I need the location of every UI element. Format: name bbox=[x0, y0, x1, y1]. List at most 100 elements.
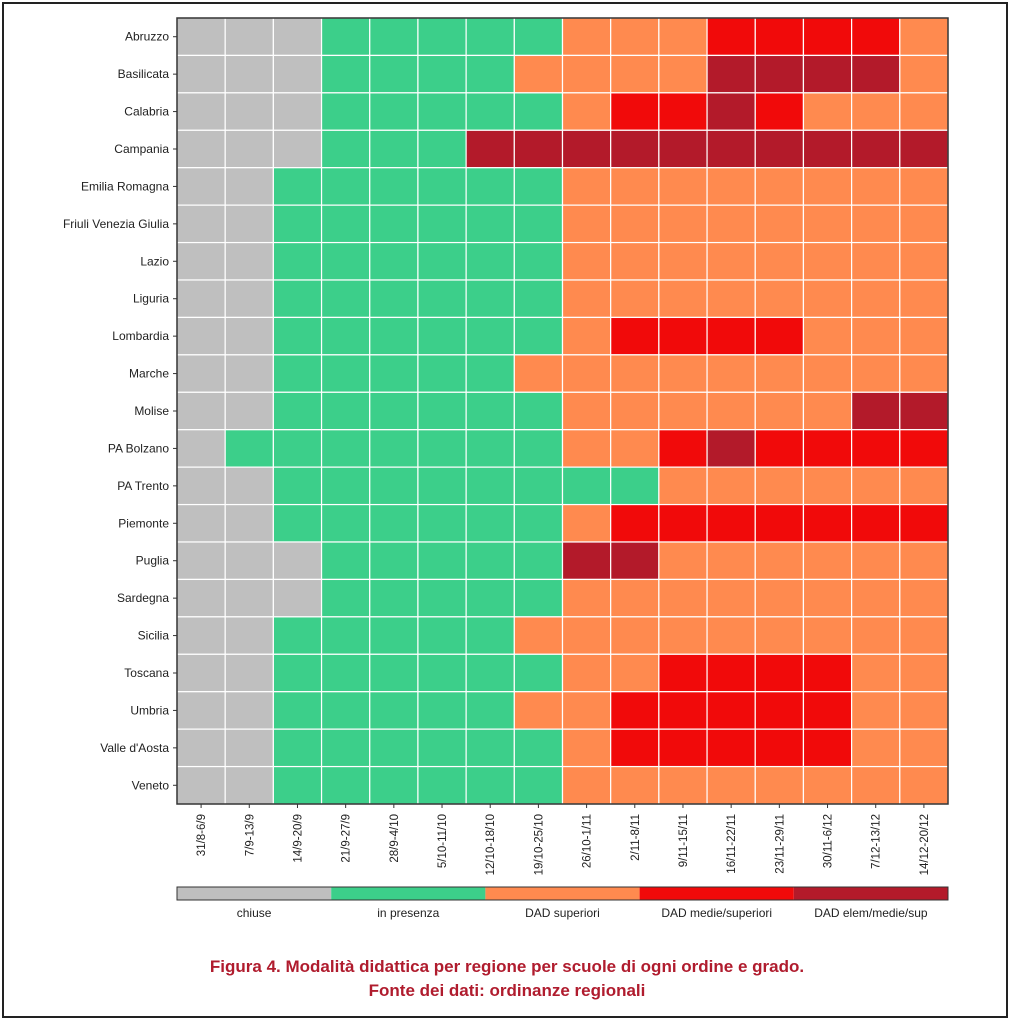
heatmap-cell bbox=[369, 316, 419, 356]
heatmap-cell bbox=[754, 691, 805, 730]
heatmap-cell bbox=[851, 728, 901, 768]
heatmap-cell bbox=[176, 765, 226, 805]
week-label: 30/11-6/12 bbox=[823, 814, 835, 868]
heatmap-cell bbox=[176, 54, 226, 94]
heatmap-cell bbox=[899, 92, 949, 131]
heatmap-cell bbox=[176, 391, 226, 431]
heatmap-cell bbox=[754, 429, 805, 468]
region-label: Basilicata bbox=[118, 67, 170, 81]
legend-swatch bbox=[793, 887, 948, 900]
heatmap-cell bbox=[320, 129, 371, 169]
heatmap-cell bbox=[899, 653, 949, 693]
heatmap-cell bbox=[513, 167, 564, 206]
heatmap-cell bbox=[272, 541, 323, 581]
week-label: 21/9-27/9 bbox=[341, 814, 353, 863]
heatmap-cell bbox=[610, 129, 660, 169]
legend-label: DAD medie/superiori bbox=[661, 906, 772, 920]
heatmap-cell bbox=[610, 541, 660, 581]
heatmap-cell bbox=[754, 503, 805, 543]
heatmap-cell bbox=[899, 541, 949, 581]
heatmap-cell bbox=[465, 578, 515, 618]
heatmap-cell bbox=[417, 92, 467, 131]
heatmap-cell bbox=[465, 391, 515, 431]
heatmap-cell bbox=[176, 92, 226, 131]
heatmap-cell bbox=[610, 691, 660, 730]
heatmap-cell bbox=[561, 167, 612, 206]
heatmap-cell bbox=[658, 466, 708, 506]
heatmap-cell bbox=[706, 578, 756, 618]
heatmap-cell bbox=[417, 653, 467, 693]
region-label: Molise bbox=[134, 404, 169, 418]
heatmap-cell bbox=[320, 728, 371, 768]
heatmap-cell bbox=[176, 204, 226, 244]
week-label: 9/11-15/11 bbox=[678, 814, 690, 867]
region-label: Calabria bbox=[124, 105, 169, 119]
heatmap-cell bbox=[658, 503, 708, 543]
heatmap-cell bbox=[272, 92, 323, 131]
heatmap-cells bbox=[176, 17, 949, 805]
heatmap-cell bbox=[417, 391, 467, 431]
heatmap-cell bbox=[706, 92, 756, 131]
legend-swatch bbox=[485, 887, 640, 900]
heatmap-cell bbox=[802, 503, 853, 543]
heatmap-cell bbox=[658, 354, 708, 393]
heatmap-cell bbox=[899, 17, 949, 57]
heatmap-cell bbox=[320, 354, 371, 393]
heatmap-cell bbox=[465, 316, 515, 356]
heatmap-cell bbox=[754, 541, 805, 581]
heatmap-cell bbox=[658, 167, 708, 206]
figure-caption-source: Fonte dei dati: ordinanze regionali bbox=[368, 981, 646, 1000]
week-label: 19/10-25/10 bbox=[533, 814, 545, 875]
week-axis-labels: 31/8-6/9 7/9-13/9 14/9-20/9 21/9-27/9 28/9-4… bbox=[196, 804, 931, 875]
heatmap-cell bbox=[465, 17, 515, 57]
heatmap-cell bbox=[272, 765, 323, 805]
heatmap-cell bbox=[658, 316, 708, 356]
heatmap-cell bbox=[658, 241, 708, 281]
heatmap-cell bbox=[754, 241, 805, 281]
heatmap-cell bbox=[465, 241, 515, 281]
heatmap-cell bbox=[513, 728, 564, 768]
heatmap-chart: Abruzzo Basilicata Calabria Campania Emilia … bbox=[63, 17, 949, 920]
region-label: Valle d'Aosta bbox=[100, 741, 169, 755]
heatmap-cell bbox=[417, 54, 467, 94]
heatmap-cell bbox=[754, 54, 805, 94]
legend-label: DAD superiori bbox=[525, 906, 600, 920]
heatmap-cell bbox=[320, 578, 371, 618]
heatmap-cell bbox=[417, 765, 467, 805]
heatmap-cell bbox=[417, 503, 467, 543]
heatmap-cell bbox=[851, 129, 901, 169]
heatmap-cell bbox=[658, 54, 708, 94]
heatmap-cell bbox=[176, 653, 226, 693]
heatmap-cell bbox=[417, 429, 467, 468]
heatmap-cell bbox=[561, 616, 612, 655]
heatmap-cell bbox=[465, 691, 515, 730]
heatmap-cell bbox=[561, 279, 612, 319]
heatmap-cell bbox=[272, 354, 323, 393]
heatmap-cell bbox=[802, 728, 853, 768]
heatmap-cell bbox=[369, 765, 419, 805]
heatmap-cell bbox=[851, 54, 901, 94]
heatmap-cell bbox=[754, 316, 805, 356]
heatmap-cell bbox=[658, 653, 708, 693]
heatmap-cell bbox=[417, 616, 467, 655]
heatmap-cell bbox=[417, 279, 467, 319]
heatmap-cell bbox=[224, 391, 274, 431]
heatmap-cell bbox=[706, 54, 756, 94]
legend-label: in presenza bbox=[377, 906, 439, 920]
heatmap-cell bbox=[417, 241, 467, 281]
heatmap-cell bbox=[513, 279, 564, 319]
heatmap-cell bbox=[754, 129, 805, 169]
heatmap-cell bbox=[320, 54, 371, 94]
heatmap-cell bbox=[706, 466, 756, 506]
heatmap-cell bbox=[369, 129, 419, 169]
region-label: Puglia bbox=[136, 554, 170, 568]
heatmap-cell bbox=[899, 167, 949, 206]
heatmap-cell bbox=[851, 391, 901, 431]
heatmap-cell bbox=[417, 541, 467, 581]
heatmap-cell bbox=[851, 765, 901, 805]
heatmap-cell bbox=[851, 17, 901, 57]
heatmap-cell bbox=[851, 241, 901, 281]
heatmap-cell bbox=[561, 241, 612, 281]
heatmap-cell bbox=[754, 466, 805, 506]
heatmap-cell bbox=[176, 279, 226, 319]
